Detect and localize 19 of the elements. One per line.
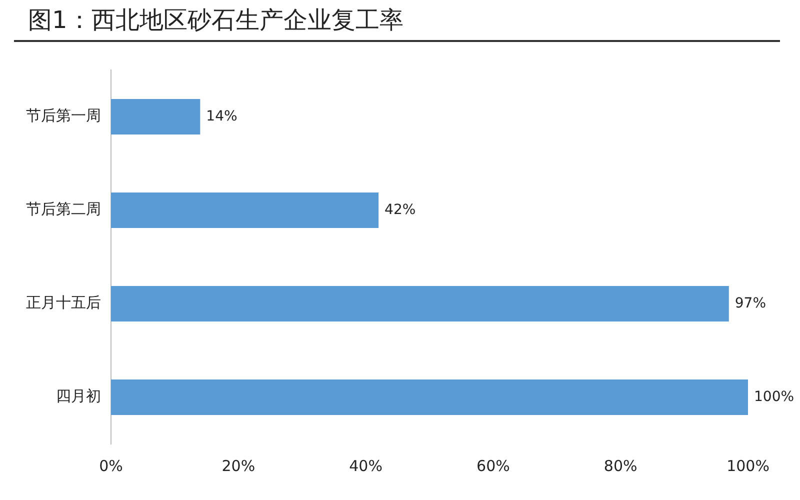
bar <box>111 192 379 228</box>
x-tick-label: 20% <box>222 456 256 475</box>
y-tick-label: 节后第二周 <box>26 200 101 218</box>
x-tick-label: 0% <box>99 456 123 475</box>
data-label: 14% <box>206 108 238 124</box>
data-label: 100% <box>754 388 794 405</box>
y-tick-label: 四月初 <box>56 387 101 406</box>
bar <box>111 98 200 135</box>
y-tick-label: 节后第一周 <box>26 106 101 125</box>
x-tick-label: 40% <box>349 456 382 475</box>
x-tick-label: 80% <box>604 456 638 475</box>
data-label: 97% <box>734 295 766 312</box>
data-label: 42% <box>384 202 416 218</box>
y-tick-label: 正月十五后 <box>26 294 101 312</box>
x-tick-label: 60% <box>476 456 510 475</box>
bar <box>111 379 748 416</box>
chart-title: 图1：西北地区砂石生产企业复工率 <box>28 5 404 36</box>
bar <box>111 286 729 322</box>
x-tick-label: 100% <box>726 456 770 475</box>
